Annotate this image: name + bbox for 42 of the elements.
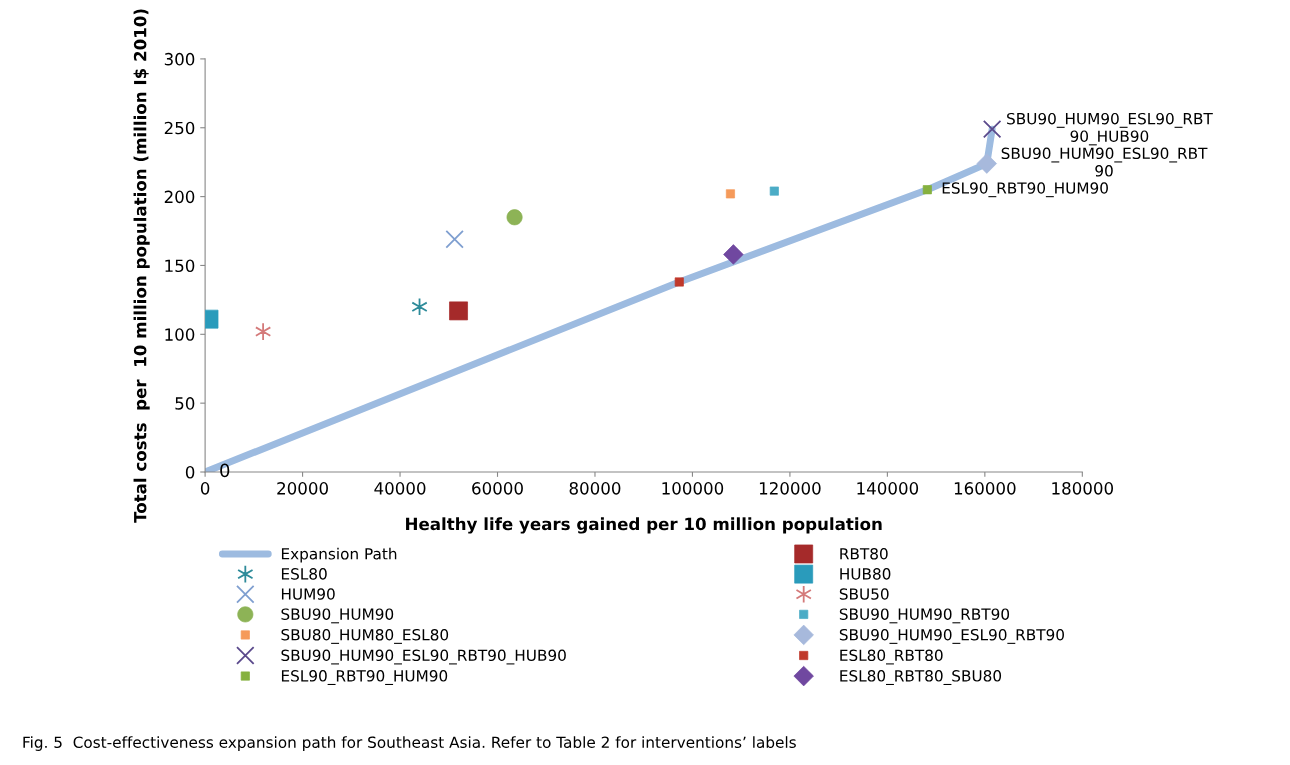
annotation: SBU90_HUM90_ESL90_RBT 90 (1001, 147, 1208, 177)
point (449, 301, 468, 321)
x-tick-label: 140000 (857, 482, 919, 495)
x-tick-label: 80000 (569, 482, 621, 495)
legend-label: HUM90 (281, 588, 335, 600)
legend-label: ESL90_RBT90_HUM90 (281, 670, 448, 686)
x-tick-label: 20000 (277, 482, 328, 495)
y-tick-label: 300 (164, 52, 195, 66)
y-tick-label: 250 (164, 121, 195, 135)
x-axis-title: Healthy life years gained per 10 million population (406, 517, 882, 534)
y-tick-label: 0 (185, 465, 195, 479)
x-tick-label: 60000 (472, 482, 523, 495)
annotation: ESL90_RBT90_HUM90 (942, 182, 1108, 198)
y-tick-label: 100 (165, 328, 195, 341)
x-tick-label: 180000 (1052, 482, 1114, 495)
legend-label: SBU50 (839, 588, 889, 600)
legend-label: ESL80_RBT80_SBU80 (840, 670, 1002, 686)
legend-label: ESL80_RBT80 (840, 649, 943, 665)
point (445, 230, 464, 249)
x-tick-label: 40000 (374, 482, 426, 495)
x-tick-label: 120000 (759, 482, 821, 495)
caption: Fig. 5 Cost-effectiveness expansion path for Southeast Asia. Refer to Table 2 for interventions’ labels (23, 736, 796, 751)
legend-label: HUB80 (840, 568, 891, 580)
point (982, 119, 1002, 139)
x-tick-label: 160000 (954, 482, 1016, 495)
legend-label: SBU80_HUM80_ESL80 (281, 628, 449, 644)
annotation: 0 (220, 463, 230, 478)
x-tick-label: 100000 (662, 482, 724, 495)
legend-label: ESL80 (281, 568, 327, 580)
annotation: SBU90_HUM90_ESL90_RBT 90_HUB90 (1007, 112, 1213, 146)
legend-label: SBU90_HUM90_ESL90_RBT90_HUB90 (281, 649, 566, 665)
legend-label: RBT80 (840, 547, 888, 560)
y-tick-label: 150 (165, 259, 195, 273)
y-tick-label: 50 (175, 397, 195, 410)
y-axis-title: Total costs per 10 million population (million I$ 2010) (133, 9, 150, 523)
point (254, 322, 272, 341)
legend-label: Expansion Path (281, 547, 397, 563)
legend-label: SBU90_HUM90_RBT90 (839, 608, 1010, 624)
legend-label: SBU90_HUM90_ESL90_RBT90 (839, 628, 1064, 644)
y-tick-label: 200 (164, 190, 195, 204)
legend-label: SBU90_HUM90 (281, 608, 394, 624)
x-tick-label: 0 (200, 482, 210, 495)
